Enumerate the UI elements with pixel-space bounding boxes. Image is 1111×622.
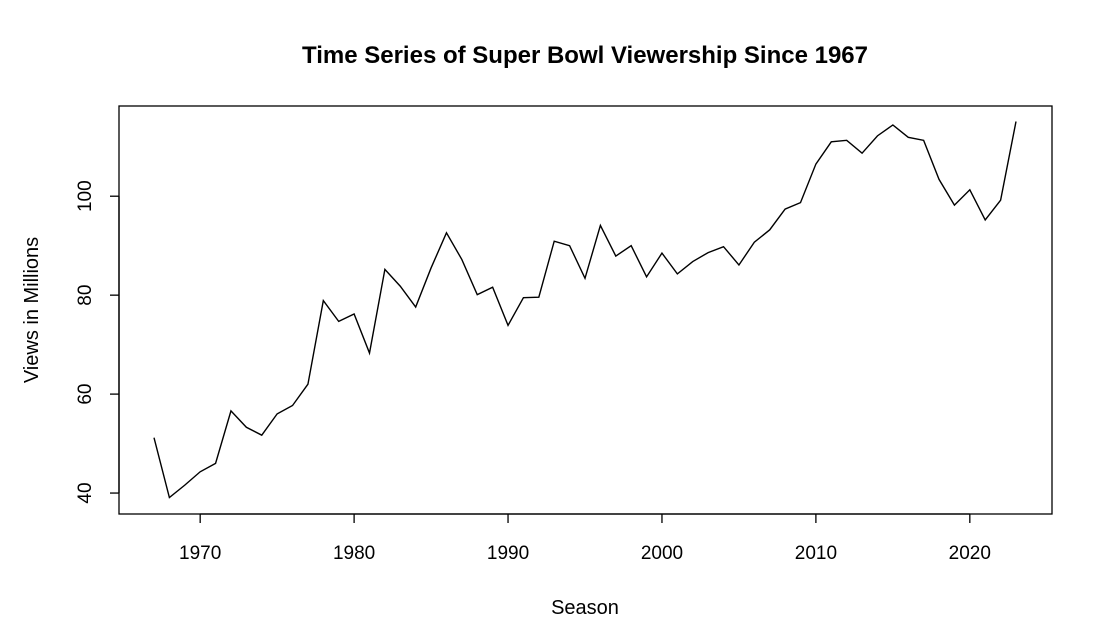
- x-tick-label: 1970: [179, 543, 221, 564]
- y-tick-label: 40: [75, 482, 96, 503]
- y-tick-label: 60: [75, 384, 96, 405]
- x-tick-label: 2020: [949, 543, 991, 564]
- x-tick-label: 2010: [795, 543, 837, 564]
- x-axis: 1970 1980 1990 2000 2010 2020: [179, 513, 991, 564]
- y-tick-label: 80: [75, 285, 96, 306]
- viewership-series-line: [153, 121, 1017, 499]
- chart-title: Time Series of Super Bowl Viewership Sin…: [302, 42, 868, 69]
- x-tick-label: 2000: [641, 543, 683, 564]
- y-tick-label: 100: [75, 180, 96, 212]
- x-tick-label: 1990: [487, 543, 529, 564]
- y-axis: 40 60 80 100: [75, 180, 120, 504]
- x-axis-label: Season: [551, 597, 619, 619]
- x-tick-label: 1980: [333, 543, 375, 564]
- y-axis-label: Views in Millions: [21, 237, 43, 383]
- plot-frame: [118, 105, 1053, 515]
